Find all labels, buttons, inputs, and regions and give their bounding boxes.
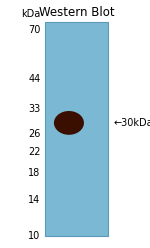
Text: 70: 70 — [28, 25, 40, 35]
Text: 26: 26 — [28, 129, 40, 139]
Text: 33: 33 — [28, 104, 40, 114]
Text: kDa: kDa — [21, 9, 40, 19]
Text: ←30kDa: ←30kDa — [114, 118, 150, 128]
Text: 44: 44 — [28, 74, 40, 84]
Text: Western Blot: Western Blot — [39, 6, 114, 19]
Text: 22: 22 — [28, 147, 40, 157]
Text: 18: 18 — [28, 168, 40, 178]
Text: 10: 10 — [28, 231, 40, 241]
Text: 14: 14 — [28, 195, 40, 205]
